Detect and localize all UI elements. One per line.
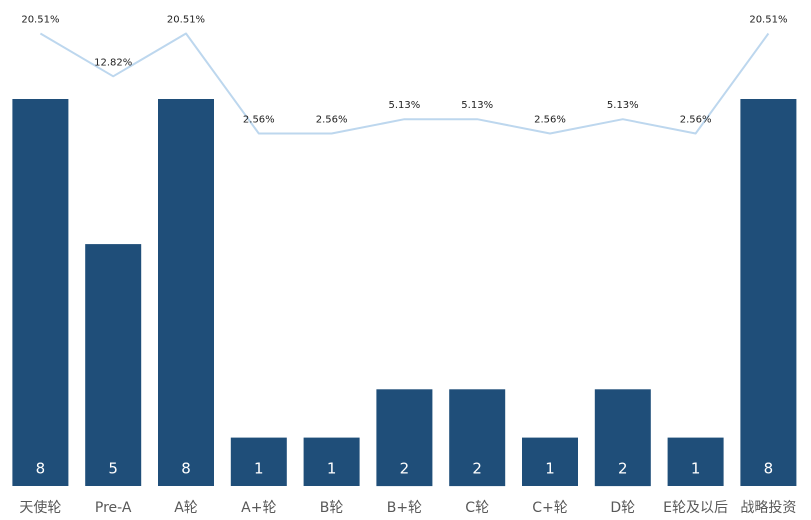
bars-layer: [12, 99, 797, 487]
line-point-label-0: 20.51%: [21, 15, 59, 26]
bar-4: [303, 437, 360, 486]
line-point-label-5: 5.13%: [389, 100, 421, 111]
line-point-label-1: 12.82%: [94, 57, 132, 68]
bar-value-label-1: 5: [108, 460, 118, 478]
bar-7: [522, 437, 578, 486]
bar-value-label-2: 8: [181, 460, 191, 478]
line-point-label-6: 5.13%: [461, 100, 493, 111]
category-label-3: A+轮: [241, 500, 276, 516]
category-label-2: A轮: [174, 500, 198, 516]
category-label-4: B轮: [320, 500, 344, 516]
category-label-9: E轮及以后: [663, 500, 728, 516]
line-layer: [39, 32, 770, 135]
bar-value-label-3: 1: [254, 460, 264, 478]
bar-value-label-0: 8: [36, 460, 46, 478]
bar-value-label-9: 1: [691, 460, 701, 478]
category-label-5: B+轮: [387, 500, 422, 516]
category-label-10: 战略投资: [740, 500, 796, 516]
bar-value-label-10: 8: [764, 460, 774, 478]
line-point-label-4: 2.56%: [316, 115, 348, 126]
bar-value-label-4: 1: [327, 460, 337, 478]
bar-0: [12, 99, 69, 486]
line-point-label-9: 2.56%: [680, 115, 712, 126]
bar-2: [158, 99, 214, 486]
category-label-6: C轮: [465, 500, 489, 516]
bar-8: [594, 389, 651, 487]
bar-10: [740, 99, 797, 486]
bar-value-label-7: 1: [545, 460, 555, 478]
bar-value-label-5: 2: [400, 460, 410, 478]
category-label-8: D轮: [610, 500, 635, 516]
category-label-1: Pre-A: [95, 500, 132, 516]
category-label-7: C+轮: [532, 500, 568, 516]
line-point-label-8: 5.13%: [607, 100, 639, 111]
line-point-label-10: 20.51%: [749, 15, 787, 26]
bar-5: [376, 389, 433, 487]
percentage-line: [39, 32, 770, 135]
line-point-label-7: 2.56%: [534, 115, 566, 126]
labels-layer: 8 5 8 1 1 2 2 1 2 1 820.51%12.82%20.51%2.56% 2.56%5…: [19, 15, 796, 517]
category-label-0: 天使轮: [19, 499, 61, 516]
line-point-label-3: 2.56%: [243, 115, 275, 126]
bar-9: [667, 437, 724, 486]
bar-6: [449, 389, 506, 487]
bar-3: [230, 437, 287, 486]
line-point-label-2: 20.51%: [167, 15, 205, 26]
bar-value-label-6: 2: [472, 460, 482, 478]
bar-value-label-8: 2: [618, 460, 628, 478]
bar-1: [85, 244, 142, 486]
